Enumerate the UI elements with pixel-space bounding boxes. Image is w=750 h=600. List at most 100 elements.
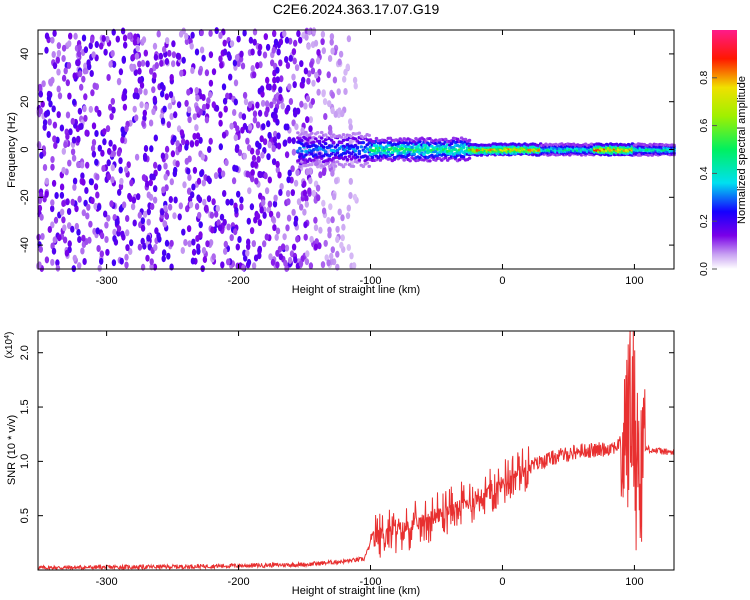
heatmap-cell: [119, 177, 124, 185]
heatmap-cell: [77, 195, 82, 203]
heatmap-ridge-cell: [298, 165, 302, 169]
heatmap-ridge-cell: [402, 149, 407, 153]
heatmap-cell: [52, 62, 58, 70]
heatmap-cell: [67, 240, 72, 248]
heatmap-cell: [177, 145, 182, 153]
heatmap-ridge-cell: [408, 159, 412, 163]
heatmap-cell: [272, 76, 277, 84]
colorbar-gradient: [712, 30, 737, 269]
heatmap-cell: [133, 33, 138, 41]
heatmap-cell: [316, 194, 321, 202]
heatmap-cell: [343, 68, 348, 76]
heatmap-cell: [252, 38, 257, 46]
heatmap-cell: [67, 40, 72, 48]
heatmap-cell: [134, 153, 140, 161]
heatmap-cell: [272, 83, 277, 91]
heatmap-cell: [313, 224, 319, 232]
heatmap-cell: [285, 224, 290, 232]
heatmap-cell: [146, 218, 151, 226]
snr-series-line: [37, 330, 675, 571]
heatmap-cell: [72, 72, 77, 80]
heatmap-cell: [222, 218, 227, 226]
heatmap-cell: [277, 171, 282, 179]
heatmap-cell: [287, 256, 293, 264]
heatmap-cell: [124, 125, 129, 133]
heatmap-cell: [140, 59, 146, 67]
heatmap-ridge-cell: [296, 149, 300, 153]
heatmap-cell: [335, 250, 340, 258]
heatmap-cell: [226, 223, 231, 231]
heatmap-cell: [240, 126, 245, 134]
heatmap-cell: [85, 212, 90, 220]
heatmap-cell: [79, 122, 84, 130]
heatmap-cell: [307, 187, 312, 195]
x-tick-label: -200: [228, 275, 250, 287]
heatmap-cell: [74, 222, 80, 230]
heatmap-cell: [276, 211, 281, 219]
heatmap-cell: [273, 130, 278, 138]
heatmap-cell: [276, 132, 281, 140]
heatmap-cell: [326, 71, 331, 79]
heatmap-cell: [252, 116, 258, 124]
heatmap-cell: [187, 116, 192, 124]
heatmap-cell: [159, 59, 164, 67]
heatmap-cell: [167, 203, 173, 211]
heatmap-ridge-cell: [428, 159, 432, 163]
heatmap-cell: [274, 233, 279, 241]
top-x-axis-label: Height of straight line (km): [292, 284, 420, 296]
heatmap-cell: [262, 138, 268, 146]
heatmap-cell: [52, 135, 57, 143]
heatmap-cell: [286, 176, 291, 184]
heatmap-ridge-cell: [298, 146, 302, 150]
heatmap-cell: [137, 67, 142, 75]
heatmap-ridge-cell: [314, 137, 318, 141]
heatmap-cell: [143, 154, 148, 162]
heatmap-cells: [36, 27, 676, 273]
heatmap-cell: [278, 94, 283, 101]
heatmap-cell: [120, 136, 125, 144]
heatmap-cell: [263, 172, 268, 180]
heatmap-cell: [121, 56, 127, 64]
heatmap-cell: [143, 88, 148, 96]
heatmap-cell: [262, 211, 267, 219]
heatmap-cell: [194, 87, 199, 94]
heatmap-cell: [106, 214, 111, 222]
heatmap-cell: [227, 54, 232, 61]
heatmap-cell: [335, 225, 340, 233]
heatmap-cell: [124, 166, 129, 174]
heatmap-cell: [162, 46, 167, 53]
heatmap-cell: [288, 98, 294, 105]
heatmap-cell: [183, 239, 188, 246]
heatmap-cell: [125, 229, 130, 237]
heatmap-cell: [129, 239, 134, 247]
heatmap-cell: [223, 247, 228, 255]
heatmap-ridge-cell: [351, 164, 356, 168]
heatmap-cell: [241, 113, 247, 121]
heatmap-cell: [287, 83, 292, 91]
heatmap-cell: [107, 147, 112, 155]
heatmap-cell: [259, 135, 264, 143]
heatmap-cell: [77, 70, 83, 78]
heatmap-ridge-cell: [304, 142, 308, 146]
heatmap-cell: [223, 240, 228, 248]
x-tick-label: -300: [96, 576, 118, 588]
heatmap-cell: [148, 119, 154, 127]
heatmap-cell: [246, 217, 251, 225]
heatmap-cell: [151, 86, 156, 94]
heatmap-cell: [44, 46, 49, 54]
heatmap-cell: [226, 258, 231, 266]
heatmap-cell: [46, 131, 51, 138]
heatmap-cell: [97, 109, 102, 117]
heatmap-cell: [204, 69, 210, 77]
heatmap-cell: [134, 52, 140, 60]
heatmap-cell: [137, 211, 142, 219]
heatmap-cell: [293, 219, 298, 227]
heatmap-cell: [40, 100, 45, 108]
heatmap-cell: [152, 72, 157, 80]
heatmap-cell: [137, 243, 143, 251]
heatmap-ridge-cell: [304, 153, 308, 157]
heatmap-cell: [259, 206, 264, 214]
heatmap-cell: [50, 258, 55, 266]
heatmap-cell: [208, 29, 213, 37]
heatmap-cell: [318, 226, 323, 234]
